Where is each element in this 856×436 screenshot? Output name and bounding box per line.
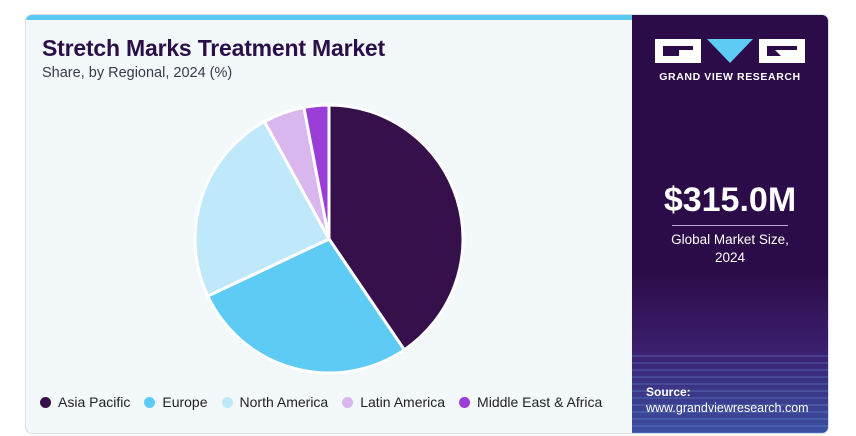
pie-slice-asia-pacific xyxy=(327,103,465,352)
decorative-stripes xyxy=(632,355,828,433)
legend-item: Middle East & Africa xyxy=(459,394,602,410)
market-size-value: $315.0M xyxy=(663,181,797,219)
legend-swatch xyxy=(40,396,51,408)
market-size-label: Global Market Size, 2024 xyxy=(671,232,789,265)
chart-subtitle: Share, by Regional, 2024 (%) xyxy=(42,65,233,81)
legend-swatch xyxy=(221,396,233,408)
chart-panel: Stretch Marks Treatment Market Share, by… xyxy=(26,15,632,433)
legend-item: Europe xyxy=(144,394,208,410)
legend-label: Europe xyxy=(162,394,208,410)
summary-panel: GRAND VIEW RESEARCH $315.0M Global Marke… xyxy=(632,15,828,433)
source-label: Source: xyxy=(646,385,691,399)
legend-swatch xyxy=(342,396,354,408)
source-url-link[interactable]: www.grandviewresearch.com xyxy=(646,401,809,415)
legend-item: Latin America xyxy=(342,394,445,410)
logo-text: GRAND VIEW RESEARCH xyxy=(659,71,801,83)
legend-swatch xyxy=(144,396,156,408)
legend-item: Asia Pacific xyxy=(40,394,130,410)
chart-title: Stretch Marks Treatment Market xyxy=(42,35,385,61)
grand-view-research-logo-icon xyxy=(655,39,805,63)
accent-bar xyxy=(26,15,632,20)
pie-slice-north-america xyxy=(193,120,331,298)
legend-label: Asia Pacific xyxy=(58,394,131,410)
divider-line xyxy=(672,225,788,226)
legend-swatch xyxy=(459,396,471,408)
legend-label: Latin America xyxy=(360,394,446,410)
legend-label: Middle East & Africa xyxy=(477,394,603,410)
legend-item: North America xyxy=(221,394,329,410)
pie-slice-europe xyxy=(206,237,406,375)
pie-chart xyxy=(193,103,465,375)
chart-legend: Asia Pacific Europe North America Latin Ame… xyxy=(40,394,616,410)
infographic-card: Stretch Marks Treatment Market Share, by… xyxy=(26,15,828,433)
legend-label: North America xyxy=(239,394,329,410)
pie-slice-middle-east-africa xyxy=(302,103,331,241)
